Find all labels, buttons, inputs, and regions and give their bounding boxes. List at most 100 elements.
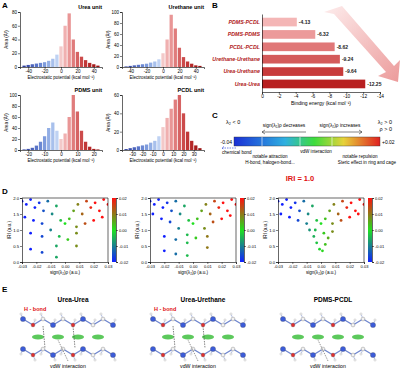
bar xyxy=(262,30,315,39)
tick: 40 xyxy=(12,37,20,42)
point xyxy=(81,213,84,216)
point xyxy=(174,200,177,203)
point xyxy=(75,225,78,228)
atom xyxy=(101,347,105,351)
point xyxy=(200,209,203,212)
tick-label: 0.5 xyxy=(13,244,19,249)
axis-line xyxy=(276,199,279,263)
tick-label: 30 xyxy=(192,152,198,157)
point xyxy=(324,243,327,246)
y-axis: 0.00.51.01.52.0 xyxy=(141,196,150,265)
tick-label: -0.02 xyxy=(375,260,385,265)
tick-label: 0.00 xyxy=(190,264,199,269)
atom xyxy=(230,353,232,355)
atom xyxy=(150,316,155,321)
tick-label: 40 xyxy=(92,69,98,74)
point xyxy=(350,201,353,204)
bar xyxy=(27,149,30,150)
h-bond-label: H - bond xyxy=(24,306,46,312)
tick-mark xyxy=(372,214,374,215)
axis-line xyxy=(120,96,123,151)
tick-mark xyxy=(20,246,22,247)
axis-line xyxy=(18,96,21,151)
tick-label: 60 xyxy=(114,32,120,37)
tick: 0 xyxy=(162,67,165,74)
atom xyxy=(61,347,65,351)
point xyxy=(68,217,71,220)
bar xyxy=(262,80,365,89)
color-scale xyxy=(234,137,380,146)
atom xyxy=(300,313,302,315)
point xyxy=(38,201,41,204)
atom xyxy=(210,313,212,315)
tick-label: 0.0 xyxy=(13,260,19,265)
bar xyxy=(262,55,340,64)
tick: -0.01 xyxy=(116,244,129,249)
tick-label: -6 xyxy=(311,94,316,99)
tick: 0.02 xyxy=(90,262,99,269)
point xyxy=(55,256,58,259)
tick: 40 xyxy=(12,126,20,131)
tick-label: 20 xyxy=(12,51,18,56)
tick-label: 0.03 xyxy=(105,264,114,269)
atom xyxy=(94,319,96,321)
atom xyxy=(280,346,285,351)
tick: 2.0 xyxy=(13,196,22,201)
point xyxy=(345,206,348,209)
tick: 0.03 xyxy=(233,262,242,269)
colorbar-axis: 0.020.010.00-0.01-0.02 xyxy=(244,196,257,265)
tick: -8 xyxy=(328,92,333,99)
tick-label: -10 xyxy=(343,94,350,99)
tick-mark xyxy=(116,230,118,231)
subplot: -0.03-0.02-0.010.000.010.020.030.00.51.0… xyxy=(141,196,257,269)
point xyxy=(312,235,315,238)
vdw-surface xyxy=(162,334,174,339)
axis-title: IRI (a.u.) xyxy=(135,221,140,239)
arrow xyxy=(222,147,236,150)
atom xyxy=(301,317,305,321)
tick: 1.5 xyxy=(141,212,150,217)
data-label: -12.25 xyxy=(367,81,381,87)
atom xyxy=(184,319,186,321)
tick: 1.0 xyxy=(141,228,150,233)
tick-label: 0 xyxy=(162,69,165,74)
atom xyxy=(74,319,76,321)
bar xyxy=(96,149,99,150)
point xyxy=(220,217,223,220)
atom xyxy=(280,316,285,321)
point xyxy=(308,229,311,232)
atom xyxy=(100,353,102,355)
tick-label: -0.02 xyxy=(247,260,257,265)
subplot: -4.13-6.32-8.62-9.24-9.64-12.250-2-4-6-8… xyxy=(212,6,400,99)
y-axis: 0204060 xyxy=(114,93,123,153)
tick: 0.02 xyxy=(116,196,128,201)
tick: 2.0 xyxy=(269,196,278,201)
tick: 0.03 xyxy=(105,262,114,269)
axis-line xyxy=(18,13,21,68)
label: chemical bond xyxy=(222,150,252,155)
tick-label: Urethane-Urethane xyxy=(212,56,260,62)
atom xyxy=(340,353,342,355)
tick-label: 1.5 xyxy=(13,212,19,217)
atom xyxy=(201,353,205,357)
atom xyxy=(60,313,62,315)
bar xyxy=(178,48,181,67)
atom xyxy=(321,347,325,351)
y-axis: 0.00.51.01.52.0 xyxy=(269,196,278,265)
bar xyxy=(43,62,46,67)
tick: 0.00 xyxy=(62,262,71,269)
data-label: -9.24 xyxy=(342,56,354,62)
tick: 0.02 xyxy=(346,262,355,269)
frame xyxy=(22,198,108,262)
tick: 0.00 xyxy=(116,228,128,233)
atom xyxy=(170,353,172,355)
axis-title: sign(λ₂)ρ (a.u.) xyxy=(178,270,209,275)
bar xyxy=(39,63,42,67)
bar xyxy=(51,123,54,151)
tick-label: 0.5 xyxy=(141,244,147,249)
tick-label: 0.00 xyxy=(62,264,71,269)
pointer xyxy=(188,340,198,361)
point xyxy=(41,235,44,238)
tick: 0.02 xyxy=(218,262,227,269)
h-bond-label: H - bond xyxy=(154,306,176,312)
